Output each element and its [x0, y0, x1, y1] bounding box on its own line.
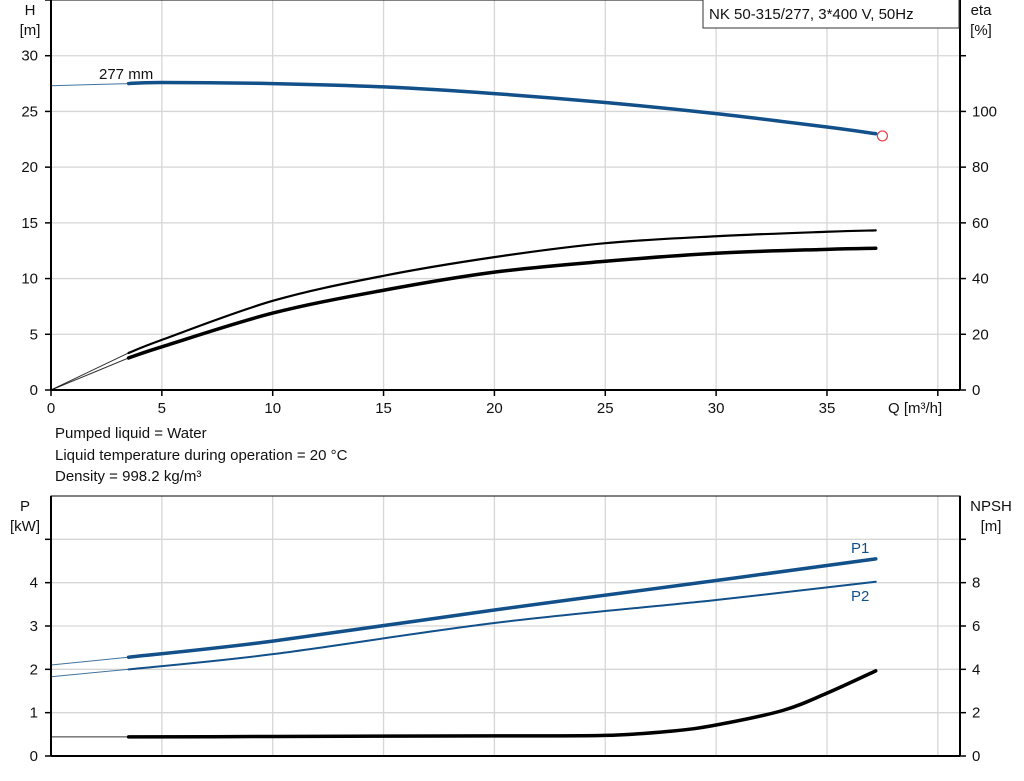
y-tick-label-h: 15 [21, 215, 38, 232]
series-extension-eta-upper [50, 352, 129, 391]
y-axis-unit-h: [m] [20, 22, 41, 39]
x-tick-label: 20 [486, 400, 503, 417]
x-tick-label: 10 [264, 400, 281, 417]
series-line-p2 [127, 580, 877, 671]
y2-axis-unit-npsh: [m] [981, 518, 1002, 535]
y-tick-label-p: 2 [30, 661, 38, 678]
series-extension-h [50, 83, 129, 87]
y-axis-unit-p: [kW] [10, 518, 40, 535]
y-tick-label-h: 5 [30, 326, 38, 343]
duty-point-marker [876, 130, 889, 142]
x-axis-label: Q [m³/h] [888, 400, 942, 417]
y-tick-label-p: 0 [30, 748, 38, 765]
series-line-h [126, 80, 878, 136]
series-label-p2: P2 [851, 588, 869, 605]
bottom-grid [51, 496, 960, 756]
y-tick-label-h: 10 [21, 271, 38, 288]
y2-tick-label-npsh: 8 [972, 575, 980, 592]
info-density: Density = 998.2 kg/m³ [55, 468, 202, 485]
x-tick-label: 30 [708, 400, 725, 417]
y-axis-label-h: H [25, 2, 36, 19]
x-tick-label: 35 [819, 400, 836, 417]
x-tick-label: 0 [47, 400, 55, 417]
y2-tick-label-npsh: 4 [972, 661, 980, 678]
y2-tick-label-eta: 0 [972, 382, 980, 399]
series-line-p1 [126, 557, 878, 659]
y2-tick-label-eta: 60 [972, 215, 989, 232]
y2-axis-label-eta: eta [971, 2, 993, 19]
y2-tick-label-eta: 100 [972, 103, 997, 120]
info-pumped-liquid: Pumped liquid = Water [55, 425, 207, 442]
y2-tick-label-eta: 20 [972, 326, 989, 343]
series-line-eta-lower [126, 246, 878, 360]
chart-title: NK 50-315/277, 3*400 V, 50Hz [709, 6, 914, 23]
y-tick-label-p: 3 [30, 618, 38, 635]
series-extension-eta-lower [50, 357, 129, 391]
y2-tick-label-npsh: 2 [972, 705, 980, 722]
series-line-eta-upper [127, 229, 877, 355]
y-axis-label-p: P [20, 498, 30, 515]
series-line-npsh [126, 669, 878, 739]
y2-tick-label-npsh: 6 [972, 618, 980, 635]
y2-tick-label-eta: 80 [972, 159, 989, 176]
y-tick-label-p: 1 [30, 705, 38, 722]
y-tick-label-h: 25 [21, 103, 38, 120]
series-extension-p1 [50, 656, 129, 666]
y2-axis-label-npsh: NPSH [970, 498, 1012, 515]
x-tick-label: 5 [158, 400, 166, 417]
y-tick-label-h: 30 [21, 48, 38, 65]
x-tick-label: 15 [375, 400, 392, 417]
y-tick-label-p: 4 [30, 575, 38, 592]
series-extension-p2 [50, 668, 129, 678]
y-tick-label-h: 20 [21, 159, 38, 176]
y-tick-label-h: 0 [30, 382, 38, 399]
y2-tick-label-eta: 40 [972, 271, 989, 288]
curve-annotation-diameter: 277 mm [99, 66, 153, 83]
info-liquid-temperature: Liquid temperature during operation = 20… [55, 447, 348, 464]
top-grid [51, 0, 960, 390]
title-box [702, 0, 960, 29]
series-label-p1: P1 [851, 540, 869, 557]
axes: 0 5 10 15 20 25 30 3505101520253002040608010001… [21, 0, 997, 765]
x-tick-label: 25 [597, 400, 614, 417]
y2-axis-unit-eta: [%] [970, 22, 992, 39]
y2-tick-label-npsh: 0 [972, 748, 980, 765]
curves [50, 80, 889, 739]
